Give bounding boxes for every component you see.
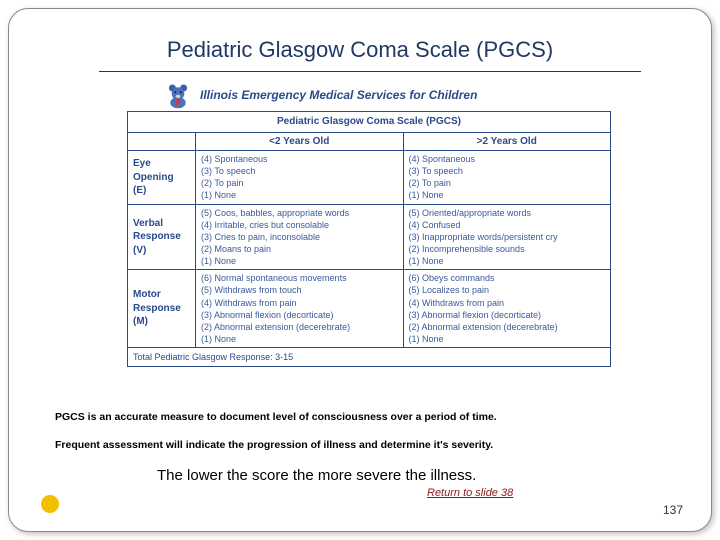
table-total: Total Pediatric Glasgow Response: 3-15 bbox=[128, 348, 611, 367]
body-text-2: Frequent assessment will indicate the pr… bbox=[55, 439, 675, 451]
col-head-old: >2 Years Old bbox=[403, 132, 611, 151]
col-head-young: <2 Years Old bbox=[196, 132, 404, 151]
body-text-3: The lower the score the more severe the … bbox=[157, 467, 675, 484]
title-rule bbox=[99, 71, 641, 72]
table-title: Pediatric Glasgow Coma Scale (PGCS) bbox=[128, 112, 611, 133]
cell-old: (4) Spontaneous(3) To speech(2) To pain(… bbox=[403, 151, 611, 205]
body-text-1: PGCS is an accurate measure to document … bbox=[55, 411, 675, 423]
accent-dot bbox=[41, 495, 59, 513]
pgcs-table: Pediatric Glasgow Coma Scale (PGCS) <2 Y… bbox=[127, 111, 611, 367]
cell-old: (5) Oriented/appropriate words(4) Confus… bbox=[403, 204, 611, 270]
teddy-bear-icon bbox=[164, 81, 192, 109]
return-link[interactable]: Return to slide 38 bbox=[427, 487, 513, 499]
page-number: 137 bbox=[663, 503, 683, 517]
logo-text: Illinois Emergency Medical Services for … bbox=[200, 88, 477, 102]
cell-young: (6) Normal spontaneous movements(5) With… bbox=[196, 270, 404, 348]
logo-row: Illinois Emergency Medical Services for … bbox=[164, 81, 477, 109]
table-corner bbox=[128, 132, 196, 151]
slide-frame: Pediatric Glasgow Coma Scale (PGCS) Illi… bbox=[8, 8, 712, 532]
row-head: VerbalResponse(V) bbox=[128, 204, 196, 270]
cell-old: (6) Obeys commands(5) Localizes to pain(… bbox=[403, 270, 611, 348]
row-head: EyeOpening(E) bbox=[128, 151, 196, 205]
cell-young: (5) Coos, babbles, appropriate words(4) … bbox=[196, 204, 404, 270]
row-head: MotorResponse(M) bbox=[128, 270, 196, 348]
cell-young: (4) Spontaneous(3) To speech(2) To pain(… bbox=[196, 151, 404, 205]
page-title: Pediatric Glasgow Coma Scale (PGCS) bbox=[9, 37, 711, 63]
